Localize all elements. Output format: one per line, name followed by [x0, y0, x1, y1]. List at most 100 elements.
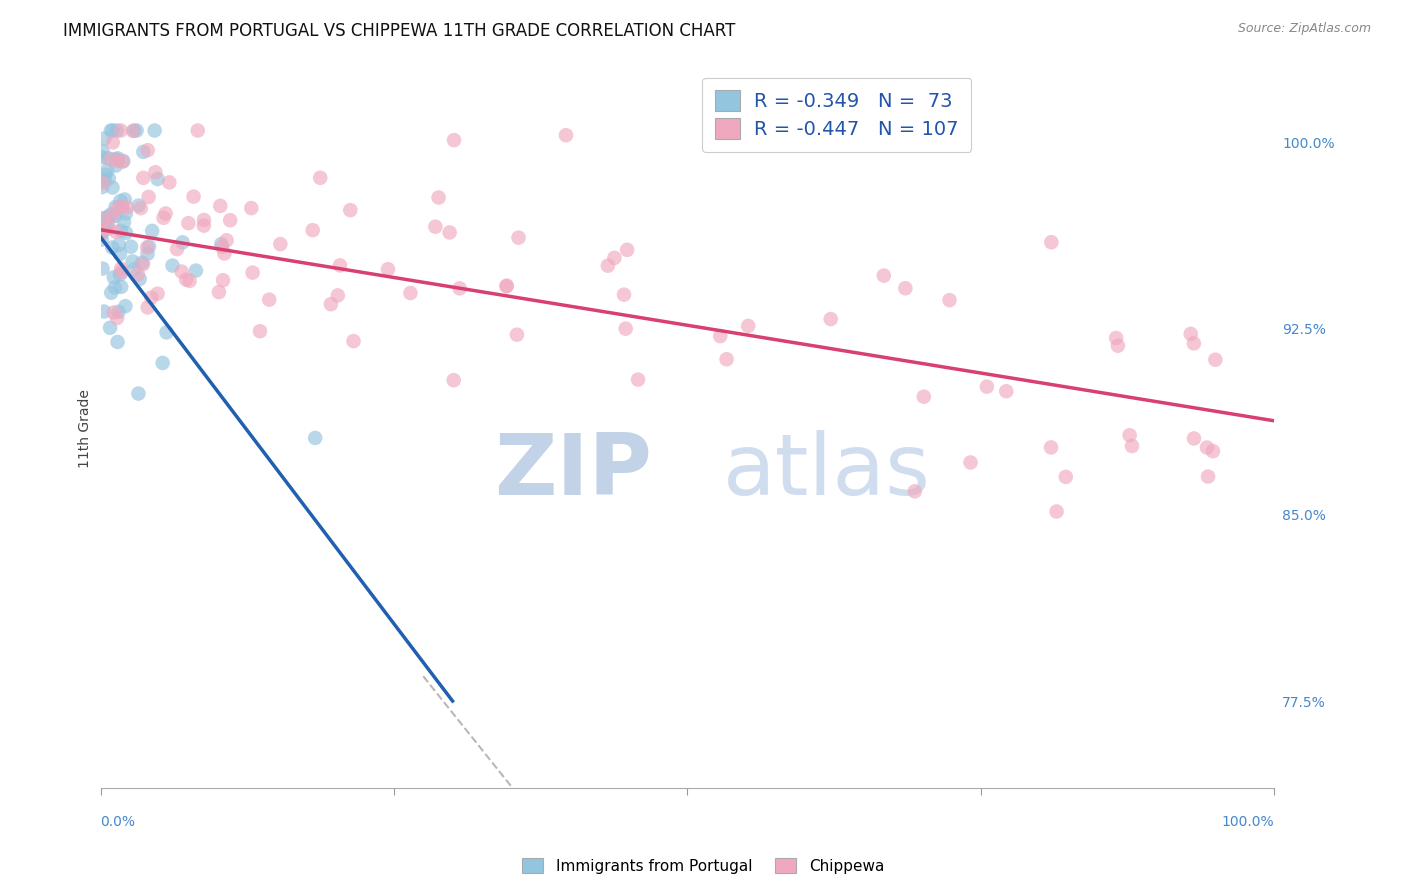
Point — [326, 288, 349, 302]
Point — [342, 334, 364, 348]
Point — [91, 176, 114, 190]
Point — [91, 144, 114, 158]
Point — [1105, 331, 1128, 345]
Point — [184, 263, 207, 277]
Point — [177, 216, 200, 230]
Point — [94, 168, 117, 182]
Point — [112, 215, 135, 229]
Point — [329, 259, 352, 273]
Point — [555, 128, 578, 143]
Point — [104, 209, 127, 223]
Point — [128, 198, 150, 212]
Point — [1118, 428, 1140, 442]
Point — [301, 223, 323, 237]
Point — [146, 172, 169, 186]
Point — [93, 213, 115, 227]
Point — [111, 200, 134, 214]
Point — [136, 301, 159, 315]
Point — [138, 190, 160, 204]
Point — [443, 373, 465, 387]
Point — [172, 235, 194, 250]
Text: 0.0%: 0.0% — [101, 815, 135, 830]
Point — [242, 266, 264, 280]
Point — [90, 226, 112, 240]
Legend: Immigrants from Portugal, Chippewa: Immigrants from Portugal, Chippewa — [516, 852, 890, 880]
Point — [110, 261, 132, 276]
Point — [141, 224, 163, 238]
Point — [938, 293, 960, 307]
Point — [136, 246, 159, 260]
Point — [1182, 432, 1205, 446]
Point — [114, 193, 136, 207]
Point — [115, 201, 138, 215]
Point — [104, 200, 127, 214]
Point — [96, 220, 118, 235]
Point — [101, 240, 124, 254]
Point — [1121, 439, 1143, 453]
Legend: R = -0.349   N =  73, R = -0.447   N = 107: R = -0.349 N = 73, R = -0.447 N = 107 — [702, 78, 972, 152]
Point — [138, 239, 160, 253]
Point — [209, 199, 232, 213]
Point — [506, 327, 529, 342]
Point — [1204, 352, 1226, 367]
Point — [107, 334, 129, 349]
Text: 100.0%: 100.0% — [1222, 815, 1274, 830]
Point — [596, 259, 619, 273]
Point — [495, 278, 517, 293]
Point — [820, 312, 842, 326]
Point — [101, 123, 124, 137]
Point — [90, 150, 112, 164]
Point — [959, 455, 981, 469]
Point — [439, 226, 461, 240]
Point — [212, 273, 235, 287]
Point — [613, 287, 636, 301]
Point — [105, 225, 128, 239]
Point — [103, 305, 125, 319]
Point — [107, 153, 129, 168]
Point — [100, 153, 122, 167]
Point — [249, 324, 271, 338]
Point — [127, 386, 149, 401]
Point — [111, 154, 134, 169]
Point — [152, 211, 174, 225]
Point — [495, 279, 517, 293]
Point — [1197, 469, 1219, 483]
Point — [208, 285, 231, 299]
Point — [98, 320, 121, 334]
Point — [100, 209, 122, 223]
Point — [427, 190, 450, 204]
Point — [179, 274, 201, 288]
Point — [1040, 235, 1063, 250]
Point — [131, 255, 153, 269]
Point — [121, 254, 143, 268]
Point — [157, 175, 180, 189]
Point — [183, 189, 205, 203]
Point — [93, 174, 115, 188]
Point — [90, 226, 112, 240]
Point — [894, 281, 917, 295]
Point — [143, 123, 166, 137]
Point — [146, 286, 169, 301]
Point — [107, 305, 129, 319]
Point — [91, 211, 114, 226]
Point — [125, 123, 148, 137]
Point — [110, 123, 132, 137]
Point — [91, 180, 114, 194]
Point — [425, 219, 447, 234]
Point — [141, 291, 163, 305]
Point — [166, 242, 188, 256]
Point — [1195, 441, 1218, 455]
Point — [94, 220, 117, 235]
Point — [219, 213, 242, 227]
Point — [995, 384, 1018, 399]
Point — [105, 202, 128, 216]
Point — [162, 259, 184, 273]
Point — [97, 171, 120, 186]
Point — [304, 431, 326, 445]
Point — [120, 240, 142, 254]
Point — [107, 238, 129, 252]
Point — [1182, 336, 1205, 351]
Y-axis label: 11th Grade: 11th Grade — [79, 389, 93, 467]
Point — [155, 326, 177, 340]
Point — [91, 223, 114, 237]
